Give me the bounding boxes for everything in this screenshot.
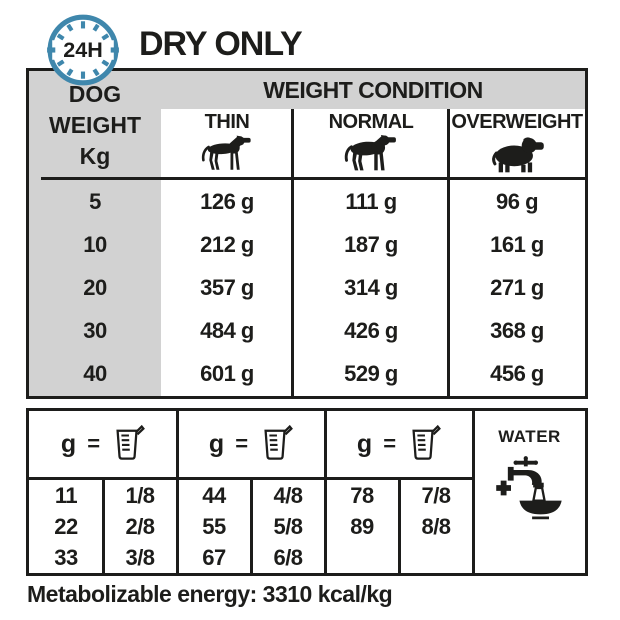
group-divider [175, 411, 179, 573]
cup-conversion-header: g = [325, 411, 473, 477]
column-divider [291, 109, 294, 396]
measuring-cup-icon [412, 424, 441, 460]
energy-note: Metabolizable energy: 3310 kcal/kg [27, 581, 393, 607]
amount-cell: 456 g [490, 361, 544, 387]
cups-cell: 3/8 [125, 544, 155, 570]
kg-cell: 40 [83, 361, 107, 387]
page-title: DRY ONLY [139, 25, 303, 63]
cups-cell [399, 542, 473, 573]
group-divider [471, 411, 475, 573]
measuring-cup-icon [116, 424, 145, 460]
subcolumn-divider [398, 477, 401, 573]
feeding-guide-table: WEIGHT CONDITION DOG WEIGHT Kg THIN NORM… [26, 68, 588, 399]
amount-cell: 484 g [200, 318, 254, 344]
column-divider [447, 109, 450, 396]
cups-cell: 4/8 [273, 482, 303, 508]
amount-cell: 212 g [200, 231, 254, 257]
cup-conversion-header: g = [29, 411, 177, 477]
grams-cell: 78 [350, 482, 374, 508]
amount-cell: 271 g [490, 274, 544, 300]
cups-cell: 6/8 [273, 544, 303, 570]
dog-weight-line: Kg [79, 142, 111, 169]
grams-cell: 11 [54, 482, 78, 508]
amount-cell: 96 g [495, 188, 539, 214]
cups-cell: 5/8 [273, 513, 303, 539]
cups-cell: 7/8 [421, 482, 451, 508]
water-column: WATER [474, 411, 585, 573]
normal-label: NORMAL [328, 111, 414, 133]
subcolumn-divider [102, 477, 105, 573]
normal-dog-icon [344, 134, 396, 171]
equals-sign: = [235, 431, 249, 456]
thin-dog-icon [201, 135, 251, 170]
amount-cell: 187 g [344, 231, 398, 257]
clock-24h-icon: 24H [47, 14, 119, 86]
kg-cell: 10 [83, 231, 107, 257]
cups-cell: 8/8 [421, 513, 451, 539]
measuring-cup-icon [264, 424, 293, 460]
conversion-rows: 11 1/8 44 4/8 78 7/8 22 2/8 55 5/8 89 8/… [29, 480, 473, 573]
clock-label: 24H [63, 37, 103, 62]
grams-cell [325, 542, 399, 573]
amount-cell: 368 g [490, 318, 544, 344]
dog-weight-line: WEIGHT [49, 111, 141, 138]
kg-cell: 30 [83, 318, 107, 344]
cups-cell: 2/8 [125, 513, 155, 539]
grams-unit-label: g [356, 429, 373, 458]
cups-cell: 1/8 [125, 482, 155, 508]
cup-conversion-header: g = [177, 411, 325, 477]
overweight-label: OVERWEIGHT [451, 111, 583, 133]
equals-sign: = [383, 431, 397, 456]
grams-cell: 44 [202, 482, 226, 508]
column-header-normal: NORMAL [293, 109, 449, 179]
weight-condition-header: WEIGHT CONDITION [263, 76, 483, 103]
water-label: WATER [498, 427, 561, 446]
kg-cell: 20 [83, 274, 107, 300]
subcolumn-divider [250, 477, 253, 573]
amount-cell: 161 g [490, 231, 544, 257]
grams-cell: 89 [350, 513, 374, 539]
amount-cell: 601 g [200, 361, 254, 387]
overweight-dog-icon [492, 137, 544, 173]
plus-sign-glyph [495, 480, 511, 496]
thin-label: THIN [204, 111, 250, 133]
amount-cell: 111 g [345, 188, 397, 214]
amount-cell: 126 g [200, 188, 254, 214]
group-divider [323, 411, 327, 573]
header-divider [29, 477, 473, 480]
amount-cell: 426 g [344, 318, 398, 344]
amount-cell: 314 g [344, 274, 398, 300]
column-header-overweight: OVERWEIGHT [449, 109, 585, 179]
grams-unit-label: g [60, 429, 77, 458]
grams-cell: 67 [202, 544, 226, 570]
equals-sign: = [87, 431, 101, 456]
faucet-bowl-icon [495, 456, 562, 520]
feeding-rows: 5 126 g 111 g 96 g 10 212 g 187 g 161 g … [29, 180, 585, 396]
dog-weight-header: DOG WEIGHT Kg [29, 75, 161, 175]
grams-cell: 22 [54, 513, 78, 539]
amount-cell: 529 g [344, 361, 398, 387]
amount-cell: 357 g [200, 274, 254, 300]
kg-cell: 5 [89, 188, 101, 214]
cup-conversion-table: g = g = g = [26, 408, 588, 576]
grams-cell: 33 [54, 544, 78, 570]
grams-cell: 55 [202, 513, 226, 539]
column-header-thin: THIN [161, 109, 293, 179]
header-divider [41, 177, 585, 180]
grams-unit-label: g [208, 429, 225, 458]
